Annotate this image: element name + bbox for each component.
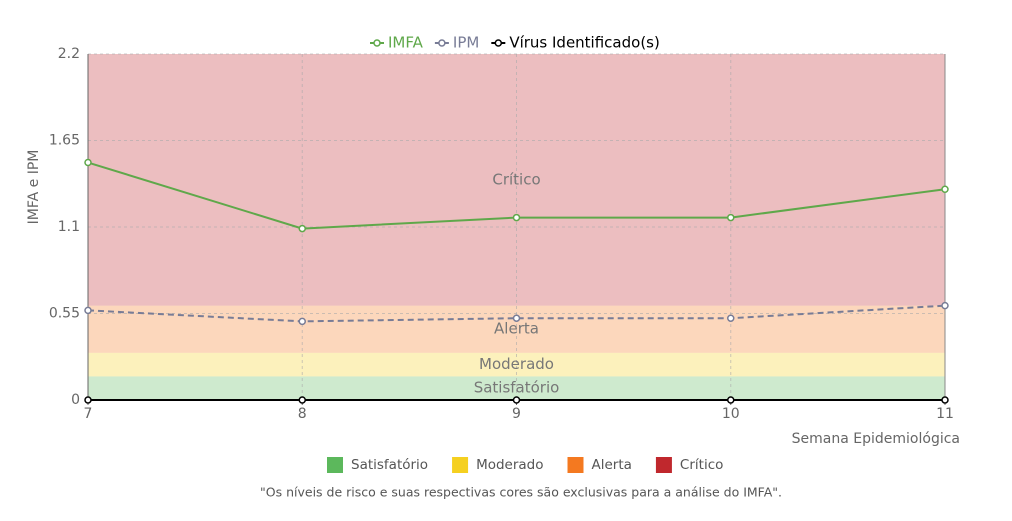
data-point [84,158,92,167]
data-point [727,314,735,322]
data-point [512,314,521,322]
data-point [298,224,306,233]
x-tick-label: 7 [84,406,93,422]
y-tick-label: 0.55 [49,306,80,322]
data-point [941,185,949,194]
data-point [512,396,521,404]
data-point [84,396,92,404]
legend-label: IMFA [388,34,424,52]
series-line [87,304,946,323]
legend-swatch [327,457,343,473]
band-label: Alerta [494,320,539,338]
legend-marker [494,39,503,47]
x-tick-label: 9 [512,406,521,422]
legend-swatch [452,457,469,473]
legend-marker [438,39,446,47]
y-tick-label: 1.65 [49,133,80,149]
risk-band [88,352,945,377]
legend-swatch [655,457,672,473]
footnote: "Os níveis de risco e suas respectivas c… [260,485,782,500]
band-label: Satisfatório [474,379,560,397]
legend-label: Crítico [680,457,723,473]
y-axis-title: IMFA e IPM [26,150,42,225]
data-point [298,396,306,404]
x-tick-label: 8 [298,406,307,422]
legend-marker [373,39,381,47]
risk-band [88,54,945,306]
legend-label: IPM [453,34,479,52]
legend-label: Moderado [476,457,543,473]
data-point [727,213,735,222]
y-tick-label: 1.1 [58,219,80,235]
legend-label: Alerta [592,457,632,473]
legend-label: Vírus Identificado(s) [509,34,660,52]
legend-swatch [567,457,584,473]
x-tick-label: 11 [936,406,954,422]
risk-band [88,376,945,400]
data-point [84,306,92,315]
y-tick-label: 0 [71,392,80,408]
data-point [298,317,306,326]
data-point [941,396,949,404]
data-point [941,301,949,310]
x-tick-label: 10 [722,406,740,422]
y-tick-label: 2.2 [58,46,80,62]
data-point [512,213,521,222]
band-label: Crítico [492,170,540,188]
band-label: Moderado [479,355,554,373]
legend-label: Satisfatório [351,457,428,473]
x-axis-title: Semana Epidemiológica [792,431,960,447]
data-point [727,396,735,404]
